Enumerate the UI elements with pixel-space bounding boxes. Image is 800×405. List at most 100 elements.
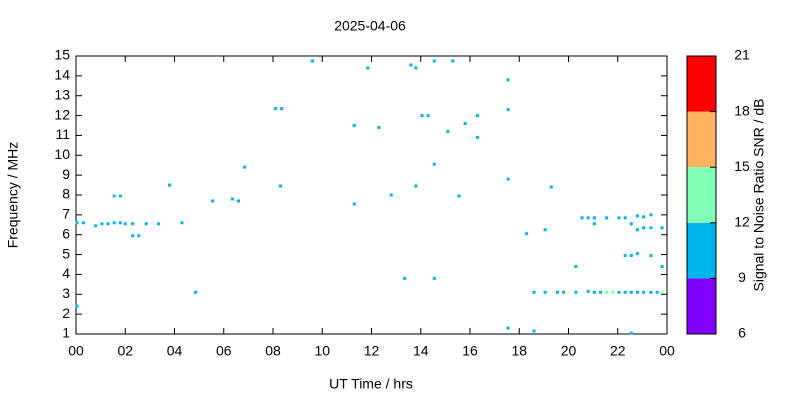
colorbar-band (687, 56, 716, 112)
point (592, 290, 596, 294)
y-tick-label: 1 (62, 325, 70, 341)
y-tick-label: 2 (62, 305, 70, 321)
point (112, 194, 116, 198)
point (635, 214, 639, 218)
point (310, 59, 314, 63)
point (211, 199, 215, 203)
point (642, 215, 646, 219)
x-tick-label: 14 (413, 343, 429, 359)
point (592, 222, 596, 226)
point (420, 114, 424, 118)
y-tick-label: 4 (62, 265, 70, 281)
x-tick-label: 00 (68, 343, 84, 359)
point (660, 264, 664, 268)
y-tick-label: 9 (62, 166, 70, 182)
point (506, 177, 510, 181)
x-tick-label: 06 (216, 343, 232, 359)
point (137, 234, 141, 238)
point (629, 254, 633, 258)
point (655, 290, 659, 294)
point (543, 228, 547, 232)
point (131, 234, 135, 238)
point (617, 216, 621, 220)
point (586, 289, 590, 293)
point (75, 221, 79, 225)
point (592, 216, 596, 220)
point (389, 193, 393, 197)
point (555, 290, 559, 294)
x-tick-label: 18 (511, 343, 527, 359)
point (180, 221, 184, 225)
point (366, 66, 370, 70)
point (112, 221, 116, 225)
point (100, 222, 104, 226)
point (278, 184, 282, 188)
point (506, 78, 510, 82)
point (451, 59, 455, 63)
point (649, 213, 653, 217)
colorbar-frame (686, 55, 717, 335)
colorbar-tick-label: 21 (734, 47, 750, 63)
y-tick-label: 7 (62, 206, 70, 222)
point (81, 221, 85, 225)
point (414, 66, 418, 70)
point (273, 107, 277, 111)
x-tick-label: 02 (117, 343, 133, 359)
y-tick-label: 8 (62, 186, 70, 202)
point (352, 124, 356, 127)
point (426, 114, 430, 118)
point (580, 216, 584, 220)
point (649, 254, 653, 258)
point (611, 290, 615, 294)
point (532, 290, 536, 294)
point (506, 326, 510, 330)
point (525, 232, 529, 236)
point (243, 165, 247, 169)
point (144, 222, 148, 226)
point (432, 162, 436, 166)
plot-frame (75, 55, 668, 335)
point (106, 222, 110, 226)
point (377, 125, 381, 129)
colorbar-tick-label: 18 (734, 102, 750, 118)
point (352, 202, 356, 206)
y-tick-label: 10 (54, 146, 70, 162)
x-tick-label: 20 (561, 343, 577, 359)
colorbar-band (687, 111, 716, 168)
point (168, 183, 172, 187)
point (75, 304, 79, 308)
point (642, 226, 646, 230)
point (123, 222, 127, 226)
point (617, 290, 621, 294)
point (629, 222, 633, 226)
point (635, 290, 639, 294)
x-axis-label: UT Time / hrs (329, 376, 413, 392)
point (660, 226, 664, 230)
y-tick-label: 5 (62, 245, 70, 261)
y-tick-label: 12 (54, 106, 70, 122)
x-tick-label: 08 (265, 343, 281, 359)
colorbar-tick-label: 9 (738, 269, 746, 285)
point (562, 290, 566, 294)
point (156, 222, 160, 226)
point (629, 290, 633, 294)
colorbar-band (687, 222, 716, 279)
point (649, 226, 653, 230)
point (635, 228, 639, 232)
point (230, 197, 234, 201)
point (237, 199, 241, 203)
point (605, 290, 609, 294)
point (649, 290, 653, 294)
point (475, 114, 479, 118)
point (118, 221, 122, 225)
point (543, 290, 547, 294)
y-tick-label: 11 (55, 126, 70, 142)
point (118, 194, 122, 198)
x-tick-label: 10 (314, 343, 330, 359)
point (457, 194, 461, 198)
point (574, 264, 578, 268)
point (475, 135, 479, 139)
point (635, 252, 639, 256)
point (623, 216, 627, 220)
